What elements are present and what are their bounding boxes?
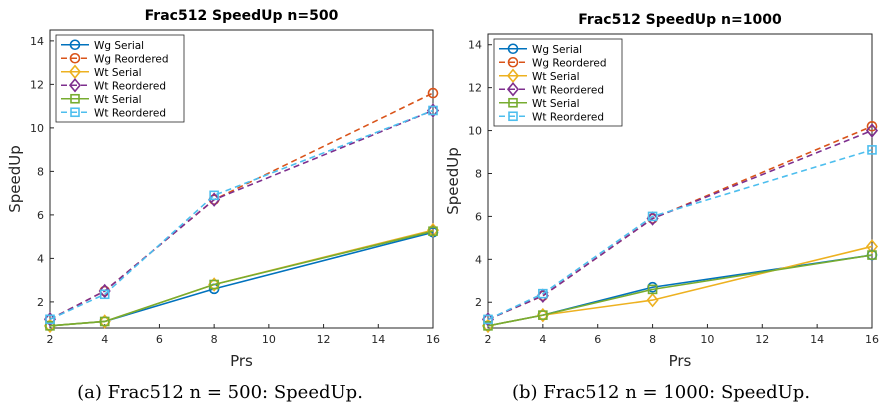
x-tick-label: 10 [700, 333, 714, 346]
y-tick-label: 4 [475, 253, 482, 266]
x-tick-label: 16 [865, 333, 879, 346]
legend-label: Wg Reordered [94, 53, 169, 65]
x-tick-label: 4 [539, 333, 546, 346]
chart-caption-b: (b) Frac512 n = 1000: SpeedUp. [441, 382, 881, 403]
x-tick-label: 16 [426, 333, 440, 346]
y-tick-label: 6 [37, 209, 44, 222]
y-tick-label: 2 [475, 296, 482, 309]
y-tick-label: 8 [37, 165, 44, 178]
legend-label: Wt Reordered [532, 84, 604, 96]
x-tick-label: 4 [101, 333, 108, 346]
y-tick-label: 4 [37, 252, 44, 265]
x-tick-label: 12 [317, 333, 331, 346]
y-tick-label: 12 [468, 82, 482, 95]
x-tick-label: 2 [47, 333, 54, 346]
legend-label: Wt Reordered [94, 107, 166, 119]
chart-panel-b: Frac512 SpeedUp n=1000 2 4 6 8 10 12 14 16 2 4 6 8 10… [441, 0, 881, 414]
legend-entry: Wt Reordered [61, 79, 166, 92]
x-axis-label: Prs [669, 352, 692, 370]
legend-label: Wt Serial [94, 67, 142, 79]
x-tick-label: 10 [262, 333, 276, 346]
y-tick-label: 14 [468, 39, 482, 52]
y-tick-label: 2 [37, 296, 44, 309]
y-axis-label: SpeedUp [6, 145, 24, 213]
x-tick-label: 2 [485, 333, 492, 346]
chart-panel-a: Frac512 SpeedUp n=500 2 4 6 8 10 12 14 16 2 4 6 8 10 1… [0, 0, 440, 414]
x-tick-label: 6 [594, 333, 601, 346]
x-tick-label: 8 [211, 333, 218, 346]
legend-entry: Wt Reordered [499, 83, 604, 96]
x-axis-label: Prs [230, 352, 253, 370]
x-tick-label: 14 [810, 333, 824, 346]
legend-label: Wt Reordered [94, 80, 166, 92]
y-axis-label: SpeedUp [444, 147, 462, 215]
x-tick-label: 12 [755, 333, 769, 346]
legend-label: Wt Serial [94, 94, 142, 106]
chart-title: Frac512 SpeedUp n=500 [145, 8, 339, 24]
y-tick-label: 12 [30, 78, 44, 91]
y-tick-label: 6 [475, 210, 482, 223]
chart-title: Frac512 SpeedUp n=1000 [578, 12, 782, 28]
y-tick-label: 10 [30, 122, 44, 135]
x-tick-label: 14 [371, 333, 385, 346]
legend-label: Wt Serial [532, 71, 580, 83]
speedup-chart-n1000: Frac512 SpeedUp n=1000 2 4 6 8 10 12 14 16 2 4 6 8 10… [441, 0, 881, 380]
legend-label: Wt Reordered [532, 111, 604, 123]
y-tick-label: 14 [30, 35, 44, 48]
legend-label: Wg Serial [94, 40, 144, 52]
speedup-chart-n500: Frac512 SpeedUp n=500 2 4 6 8 10 12 14 16 2 4 6 8 10 1… [0, 0, 440, 380]
x-tick-label: 8 [649, 333, 656, 346]
legend-label: Wt Serial [532, 98, 580, 110]
legend-label: Wg Reordered [532, 57, 607, 69]
chart-caption-a: (a) Frac512 n = 500: SpeedUp. [0, 382, 440, 403]
legend-label: Wg Serial [532, 44, 582, 56]
y-tick-label: 8 [475, 167, 482, 180]
y-tick-label: 10 [468, 125, 482, 138]
x-tick-label: 6 [156, 333, 163, 346]
